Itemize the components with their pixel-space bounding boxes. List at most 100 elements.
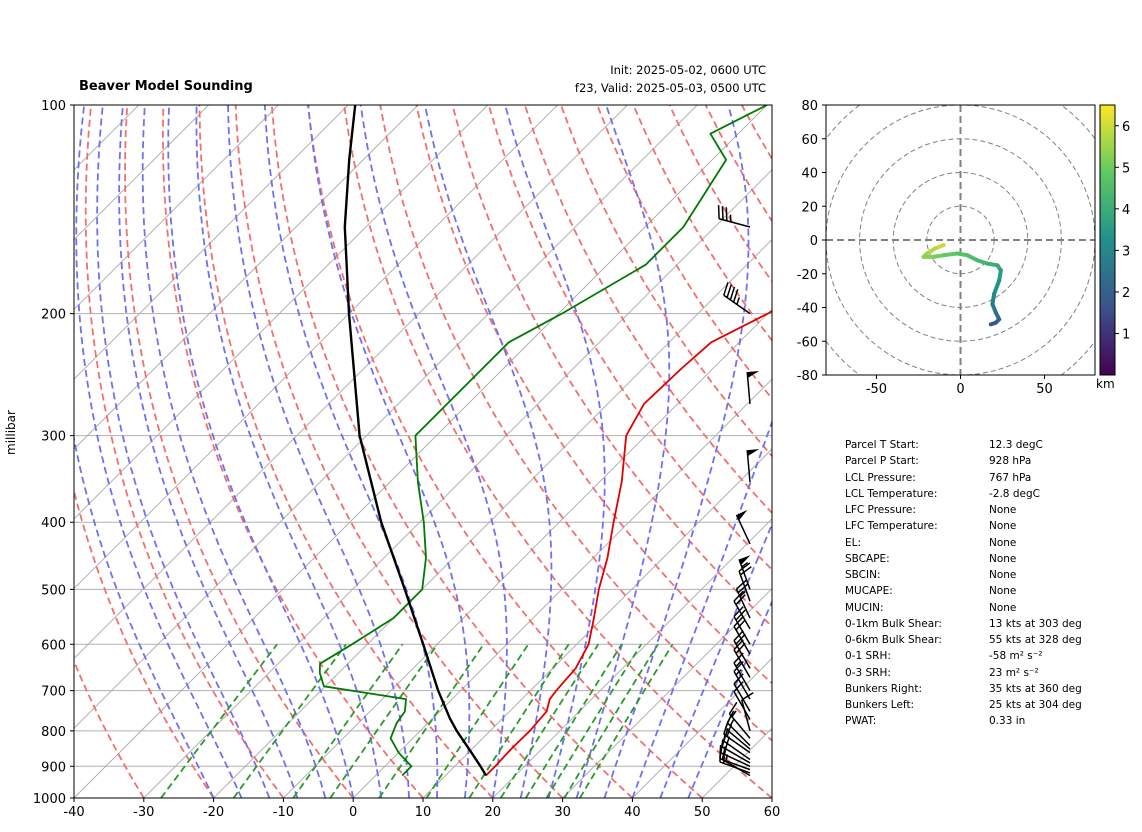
index-value: None xyxy=(989,536,1017,549)
isotherm-line xyxy=(74,105,419,450)
index-label: EL: xyxy=(845,536,862,549)
isotherm-line xyxy=(74,105,279,311)
wind-barb xyxy=(746,449,760,483)
isotherm-line xyxy=(74,105,628,660)
hodograph-y-tick-label: 0 xyxy=(810,234,818,249)
index-row: Parcel T Start: 12.3 degC xyxy=(845,437,1105,453)
hodograph-segment xyxy=(941,251,960,258)
index-row: Bunkers Right: 35 kts at 360 deg xyxy=(845,681,1105,697)
index-row: SBCIN: None xyxy=(845,567,1105,583)
moist-adiabat xyxy=(167,105,355,798)
index-label: LCL Temperature: xyxy=(845,487,938,500)
moist-adiabat xyxy=(631,419,772,798)
x-tick-label: -10 xyxy=(273,805,294,820)
dry-adiabat xyxy=(487,105,772,571)
x-tick-label: -20 xyxy=(203,805,224,820)
index-value: None xyxy=(989,585,1017,598)
index-label: Parcel P Start: xyxy=(845,455,919,468)
wind-barb xyxy=(735,509,751,545)
index-value: 35 kts at 360 deg xyxy=(989,682,1082,695)
isotherm-line xyxy=(74,105,209,241)
index-row: EL: None xyxy=(845,535,1105,551)
sounding-indices: Parcel T Start: 12.3 degC Parcel P Start: 9… xyxy=(845,437,1105,730)
x-tick-label: 50 xyxy=(694,805,711,820)
index-row: MUCAPE: None xyxy=(845,583,1105,599)
wind-barb xyxy=(735,579,751,619)
index-row: LCL Pressure: 767 hPa xyxy=(845,470,1105,486)
index-row: Bunkers Left: 25 kts at 304 deg xyxy=(845,697,1105,713)
isotherm-line xyxy=(143,169,772,798)
wind-barb xyxy=(728,701,751,739)
index-row: 0-6km Bulk Shear: 55 kts at 328 deg xyxy=(845,632,1105,648)
index-label: 0-1km Bulk Shear: xyxy=(845,617,942,630)
isotherm-line xyxy=(74,105,349,380)
index-row: Parcel P Start: 928 hPa xyxy=(845,453,1105,469)
index-value: None xyxy=(989,552,1017,565)
hodograph-segment xyxy=(992,278,1002,296)
y-tick-label: 200 xyxy=(41,308,66,323)
hodograph-y-tick-label: -20 xyxy=(797,268,818,283)
wind-barb xyxy=(746,371,760,405)
parcel-profile xyxy=(343,105,488,777)
index-row: 0-1 SRH: -58 m² s⁻² xyxy=(845,648,1105,664)
index-row: LFC Pressure: None xyxy=(845,502,1105,518)
index-value: 0.33 in xyxy=(989,715,1026,728)
hodograph-y-tick-label: -80 xyxy=(797,369,818,384)
mixing-ratio-line xyxy=(232,643,347,798)
wind-barb xyxy=(738,562,752,602)
dry-adiabat xyxy=(560,105,772,458)
dry-adiabat xyxy=(270,105,634,798)
wind-barb xyxy=(733,606,751,645)
init-time: Init: 2025-05-02, 0600 UTC xyxy=(610,63,766,77)
y-tick-label: 400 xyxy=(41,516,66,531)
index-value: 13 kts at 303 deg xyxy=(989,617,1082,630)
moist-adiabat xyxy=(575,105,671,798)
chart-title: Beaver Model Sounding xyxy=(79,79,253,94)
y-tick-label: 900 xyxy=(41,760,66,775)
hodograph-y-tick-label: -40 xyxy=(797,302,818,317)
index-label: SBCIN: xyxy=(845,569,881,581)
index-label: 0-6km Bulk Shear: xyxy=(845,634,942,646)
isotherm-line xyxy=(74,105,489,520)
mixing-ratio-line xyxy=(292,643,404,798)
y-tick-label: 700 xyxy=(41,685,66,700)
index-value: None xyxy=(989,601,1017,614)
index-value: 25 kts at 304 deg xyxy=(989,699,1082,711)
wind-barb xyxy=(733,639,751,678)
dewpoint-profile xyxy=(318,105,768,777)
y-tick-label: 500 xyxy=(41,583,66,598)
hodograph-y-tick-label: 20 xyxy=(801,200,818,215)
mixing-ratio-line xyxy=(160,643,278,798)
colorbar xyxy=(1099,104,1116,376)
index-row: LCL Temperature: -2.8 degC xyxy=(845,486,1105,502)
wind-barb xyxy=(726,710,751,747)
mixing-ratio-line xyxy=(563,643,659,798)
hodograph-segment xyxy=(988,320,998,327)
x-tick-label: -30 xyxy=(133,805,154,820)
dry-adiabat xyxy=(234,105,564,798)
index-value: -2.8 degC xyxy=(989,487,1040,500)
hodograph-y-tick-label: -60 xyxy=(797,335,818,350)
moist-adiabat xyxy=(195,105,382,798)
mixing-ratio-line xyxy=(500,643,600,798)
isotherm-line xyxy=(492,518,772,798)
moist-adiabat xyxy=(75,105,243,798)
temperature-profile xyxy=(485,310,772,777)
hodograph-x-tick-label: 0 xyxy=(956,382,964,397)
mixing-ratio-line xyxy=(579,643,674,798)
index-value: None xyxy=(989,520,1017,533)
colorbar-tick-label: 6 xyxy=(1122,120,1130,135)
index-label: MUCAPE: xyxy=(845,585,893,598)
index-value: None xyxy=(989,569,1017,581)
index-label: Bunkers Left: xyxy=(845,699,915,711)
y-tick-label: 1000 xyxy=(33,792,66,807)
isotherm-line xyxy=(283,308,772,798)
colorbar-tick-label: 3 xyxy=(1122,244,1130,259)
colorbar-tick-label: 2 xyxy=(1122,286,1130,301)
index-value: -58 m² s⁻² xyxy=(989,650,1043,663)
mixing-ratio-line xyxy=(329,643,439,798)
y-tick-label: 300 xyxy=(41,430,66,445)
wind-barb xyxy=(717,205,751,228)
dry-adiabat xyxy=(84,105,285,798)
